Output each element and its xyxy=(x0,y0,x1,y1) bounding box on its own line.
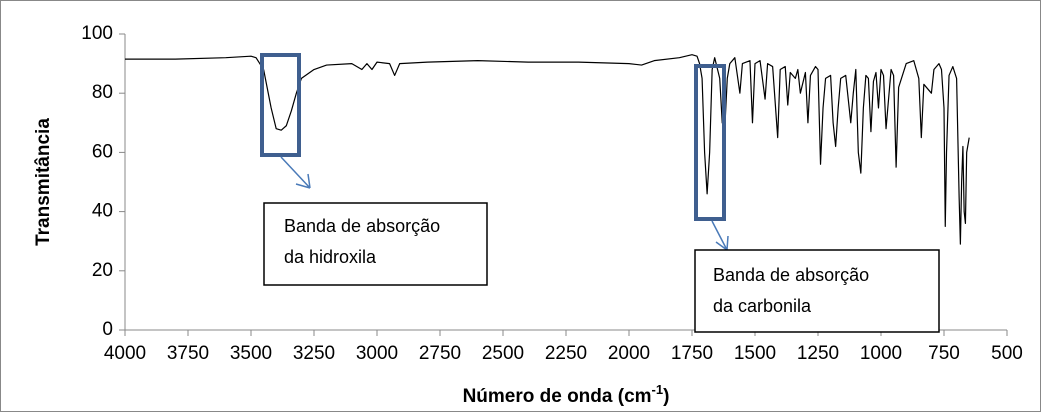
arrow xyxy=(280,156,311,189)
x-tick-label: 3750 xyxy=(167,343,209,364)
annotation-text: da hidroxila xyxy=(284,247,377,267)
x-tick-label: 2500 xyxy=(482,343,524,364)
x-tick-label: 2250 xyxy=(545,343,587,364)
x-axis-title: Número de onda (cm-1) xyxy=(463,382,670,407)
spectrum-line xyxy=(125,54,970,245)
annotation-box xyxy=(694,249,940,333)
annotation-text: da carbonila xyxy=(713,296,812,316)
arrow xyxy=(711,220,729,251)
x-tick-label: 1500 xyxy=(734,343,776,364)
annotation-text: Banda de absorção xyxy=(713,265,869,285)
x-tick-label: 4000 xyxy=(104,343,146,364)
x-tick-label: 1750 xyxy=(671,343,713,364)
y-tick-label: 20 xyxy=(92,260,113,281)
highlight-box xyxy=(694,64,726,221)
x-axis-title-text: Número de onda (cm xyxy=(463,386,652,407)
x-tick-label: 2000 xyxy=(608,343,650,364)
x-tick-label: 1000 xyxy=(860,343,902,364)
y-tick-label: 60 xyxy=(92,141,113,162)
x-tick-label: 3500 xyxy=(230,343,272,364)
x-axis-title-sup: -1 xyxy=(652,382,664,397)
y-tick-label: 40 xyxy=(92,201,113,222)
y-tick-label: 0 xyxy=(102,319,113,340)
annotation-text: Banda de absorção xyxy=(284,216,440,236)
y-tick-label: 80 xyxy=(92,82,113,103)
x-tick-label: 3250 xyxy=(293,343,335,364)
x-tick-label: 750 xyxy=(928,343,960,364)
annotation-box xyxy=(263,202,488,286)
x-tick-label: 3000 xyxy=(356,343,398,364)
y-tick-label: 100 xyxy=(81,23,113,44)
x-tick-label: 1250 xyxy=(797,343,839,364)
x-tick-label: 500 xyxy=(991,343,1023,364)
x-axis-title-end: ) xyxy=(663,386,669,407)
highlight-box xyxy=(260,53,301,157)
x-tick-label: 2750 xyxy=(419,343,461,364)
y-axis-title: Transmitância xyxy=(33,118,54,246)
